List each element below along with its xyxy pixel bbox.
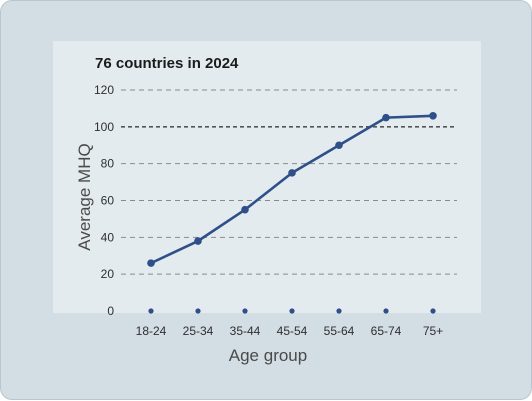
series-line xyxy=(150,114,434,265)
baseline-marker xyxy=(148,308,154,314)
x-tick-label: 65-74 xyxy=(371,324,402,338)
gridlines xyxy=(121,89,457,275)
baseline-marker xyxy=(336,308,342,314)
series-group xyxy=(147,111,437,267)
baseline-marker xyxy=(430,308,436,314)
x-axis-label: Age group xyxy=(229,346,307,365)
x-tick-labels: 18-24 25-34 35-44 45-54 55-64 65-74 75+ xyxy=(136,324,444,338)
data-point xyxy=(382,113,390,122)
baseline-markers xyxy=(148,308,436,314)
y-tick-labels: 0 20 40 60 80 100 120 xyxy=(94,83,114,318)
y-tick-label: 100 xyxy=(94,120,114,134)
y-tick-label: 80 xyxy=(101,157,115,171)
baseline-marker xyxy=(242,308,248,314)
data-point xyxy=(241,205,249,214)
baseline-marker xyxy=(289,308,295,314)
x-tick-label: 18-24 xyxy=(136,324,167,338)
x-tick-label: 35-44 xyxy=(230,324,261,338)
x-tick-label: 75+ xyxy=(423,324,443,338)
x-tick-label: 55-64 xyxy=(324,324,355,338)
x-tick-label: 45-54 xyxy=(277,324,308,338)
data-point xyxy=(194,237,202,245)
y-axis-label: Average MHQ xyxy=(75,143,94,250)
data-point xyxy=(335,141,343,150)
y-tick-label: 20 xyxy=(101,267,115,281)
data-point xyxy=(288,169,296,177)
y-tick-label: 120 xyxy=(94,83,114,97)
data-point xyxy=(429,111,437,120)
baseline-marker xyxy=(195,308,201,314)
y-tick-label: 60 xyxy=(101,194,115,208)
x-tick-label: 25-34 xyxy=(183,324,214,338)
chart-title: 76 countries in 2024 xyxy=(95,55,239,72)
plot-panel xyxy=(53,41,481,313)
y-tick-label: 0 xyxy=(107,304,114,318)
data-point xyxy=(147,259,155,267)
y-tick-label: 40 xyxy=(101,230,115,244)
baseline-marker xyxy=(383,308,389,314)
